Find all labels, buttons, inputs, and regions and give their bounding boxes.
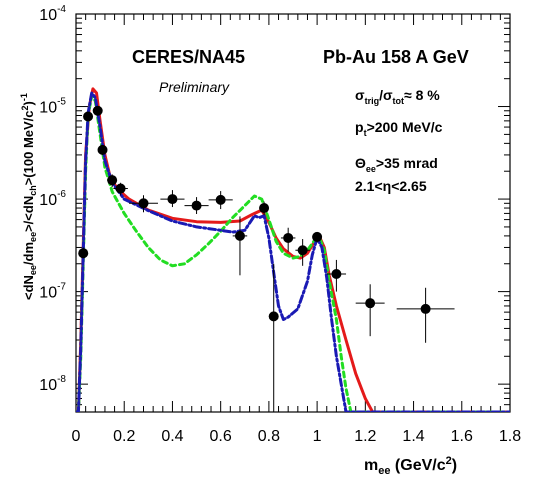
x-tick-label: 1 — [313, 428, 322, 445]
data-point — [83, 111, 94, 122]
data-point — [234, 230, 245, 241]
eta-cut-label: 2.1<η<2.65 — [355, 178, 427, 194]
collision-label: Pb-Au 158 A GeV — [323, 47, 469, 67]
data-point — [312, 231, 323, 242]
data-point — [78, 248, 89, 259]
solid-model-curve — [76, 87, 510, 412]
y-tick-label: 10-7 — [39, 282, 66, 302]
data-point — [365, 298, 376, 309]
data-point — [167, 194, 178, 205]
model-curves — [76, 87, 510, 412]
x-ticks: 0 0.2 0.4 0.6 0.8 1 1.2 1.4 1.6 1.8 — [72, 14, 521, 445]
y-axis-label: <dNee/dmee>/<dNch>(100 MeV/c2)-1 — [19, 93, 38, 300]
data-point — [115, 183, 126, 194]
y-tick-label: 10-6 — [39, 189, 66, 209]
data-point — [92, 105, 103, 116]
x-tick-label: 1.6 — [451, 428, 473, 445]
data-point — [215, 194, 226, 205]
sigma-cut-label: σtrig/σtot≈ 8 % — [355, 87, 440, 106]
data-point — [97, 144, 108, 155]
data-point — [283, 232, 294, 243]
x-tick-label: 0.8 — [258, 428, 280, 445]
data-point — [259, 203, 270, 214]
data-points — [78, 105, 455, 412]
dashed-model-curve — [76, 94, 510, 412]
x-tick-label: 0 — [72, 428, 81, 445]
dash-dot-model-curve — [76, 91, 510, 412]
data-point — [331, 268, 342, 279]
theta-cut-label: Θee>35 mrad — [355, 155, 438, 174]
data-point — [138, 198, 149, 209]
x-tick-label: 1.2 — [354, 428, 376, 445]
data-point — [420, 303, 431, 314]
data-point — [191, 200, 202, 211]
chart-title: CERES/NA45 — [132, 47, 245, 67]
y-tick-label: 10-4 — [39, 4, 66, 24]
chart-subtitle: Preliminary — [159, 79, 230, 95]
data-point — [107, 175, 118, 186]
x-tick-label: 0.6 — [210, 428, 232, 445]
x-tick-label: 0.4 — [161, 428, 183, 445]
plot-frame — [75, 13, 511, 413]
y-tick-label: 10-8 — [39, 374, 66, 394]
pt-cut-label: pt>200 MeV/c — [355, 119, 443, 138]
x-tick-label: 1.4 — [402, 428, 424, 445]
y-tick-label: 10-5 — [39, 97, 66, 117]
data-point — [297, 245, 308, 256]
x-tick-label: 0.2 — [113, 428, 135, 445]
x-axis-label: mee (GeV/c2) — [364, 455, 457, 477]
x-tick-label: 1.8 — [499, 428, 521, 445]
data-point — [268, 311, 279, 322]
